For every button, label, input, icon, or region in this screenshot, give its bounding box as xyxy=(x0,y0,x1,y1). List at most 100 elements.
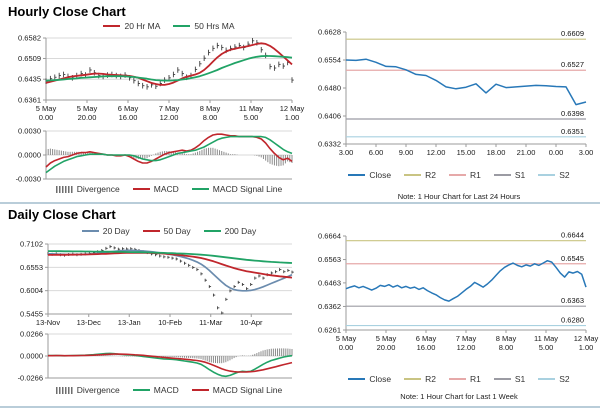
legend-label: MACD xyxy=(153,385,179,395)
y-tick-label: 0.7102 xyxy=(20,240,43,249)
200-day-line xyxy=(48,250,293,264)
close-line xyxy=(345,259,587,302)
legend-item: S1 xyxy=(493,170,526,180)
x-tick-label: 1.00 xyxy=(285,113,300,122)
x-tick-label: 12.00 xyxy=(160,113,179,122)
legend-label: Close xyxy=(369,374,392,384)
y-tick-label: 0.0000 xyxy=(18,151,41,160)
x-tick-label: 8.00 xyxy=(499,343,514,352)
legend-item: MACD Signal Line xyxy=(191,184,282,194)
daily-pivot-legend: Close R2 R1 S1 S2 xyxy=(330,374,588,384)
daily-macd-chart: 0.0266 0.0000 -0.0266 xyxy=(18,330,293,383)
legend-item: MACD xyxy=(132,385,179,395)
50-day-line xyxy=(48,251,293,279)
legend-label: MACD xyxy=(153,184,179,194)
x-tick-label: 10-Feb xyxy=(158,318,182,327)
20-day-legend-marker xyxy=(81,230,99,232)
y-tick-label: 0.6004 xyxy=(20,286,43,295)
x-tick-label: 7 May xyxy=(456,334,477,343)
legend-label: 200 Day xyxy=(224,226,257,236)
daily-pivot-note: Note: 1 Hour Chart for Last 1 Week xyxy=(400,392,518,401)
macd-signal-line-legend-marker xyxy=(191,188,209,190)
x-tick-label: 11-Mar xyxy=(199,318,223,327)
r2-legend-marker xyxy=(404,174,422,176)
50-hrs-ma-line xyxy=(45,55,293,82)
pivot-label-s2: 0.6280 xyxy=(561,316,584,325)
20-hr-ma-legend-marker xyxy=(103,25,121,27)
legend-label: MACD Signal Line xyxy=(212,385,283,395)
legend-label: R2 xyxy=(425,374,436,384)
x-tick-label: 21.00 xyxy=(517,148,536,157)
y-tick-label: 0.6628 xyxy=(318,28,341,37)
x-tick-label: 0.00 xyxy=(339,343,354,352)
x-tick-label: 18.00 xyxy=(487,148,506,157)
x-tick-label: 5.00 xyxy=(539,343,554,352)
s2-legend-marker xyxy=(538,378,556,380)
y-tick-label: 0.6563 xyxy=(318,255,341,264)
legend-item: Close xyxy=(348,170,391,180)
y-tick-label: 0.6463 xyxy=(318,278,341,287)
x-tick-label: 12.00 xyxy=(427,148,446,157)
r1-legend-marker xyxy=(448,378,466,380)
hourly-macd-chart: 0.0030 0.0000 -0.0030 xyxy=(16,127,293,184)
x-tick-label: 11 May xyxy=(534,334,558,343)
x-tick-label: 15.00 xyxy=(457,148,476,157)
legend-label: R1 xyxy=(469,170,481,180)
y-tick-label: 0.6361 xyxy=(18,96,41,105)
legend-label: R2 xyxy=(425,170,436,180)
x-tick-label: 5 May xyxy=(77,104,98,113)
macd-legend-marker xyxy=(132,188,150,190)
y-tick-label: 0.6332 xyxy=(318,140,341,149)
pivot-label-s1: 0.6363 xyxy=(561,296,584,305)
x-tick-label: 13-Jan xyxy=(118,318,141,327)
legend-label: S1 xyxy=(514,374,526,384)
legend-item: MACD Signal Line xyxy=(191,385,283,395)
y-tick-label: 0.6554 xyxy=(318,56,341,65)
legend-label: 20 Day xyxy=(102,226,130,236)
daily-section-title: Daily Close Chart xyxy=(8,207,116,222)
divergence-legend-marker xyxy=(55,185,73,193)
bottom-divider xyxy=(0,406,600,408)
x-tick-label: 12 May xyxy=(574,334,599,343)
x-tick-label: 5 May xyxy=(336,334,357,343)
pivot-label-s1: 0.6398 xyxy=(561,109,584,118)
y-tick-label: 0.6362 xyxy=(318,302,341,311)
x-tick-label: 3.00 xyxy=(339,148,354,157)
50-hrs-ma-legend-marker xyxy=(173,25,191,27)
hourly-macd-legend: Divergence MACD MACD Signal Line xyxy=(40,184,298,194)
hourly-section-title: Hourly Close Chart xyxy=(8,4,126,19)
x-tick-label: 20.00 xyxy=(78,113,97,122)
close-legend-marker xyxy=(348,378,366,380)
x-tick-label: 6 May xyxy=(118,104,139,113)
legend-label: Divergence xyxy=(76,385,120,395)
pivot-label-r1: 0.6527 xyxy=(561,60,584,69)
x-tick-label: 1.00 xyxy=(579,343,594,352)
s2-legend-marker xyxy=(538,174,556,176)
y-tick-label: -0.0266 xyxy=(18,374,43,383)
legend-item: S1 xyxy=(493,374,526,384)
legend-item: Divergence xyxy=(55,385,120,395)
daily-price-legend: 20 Day 50 Day 200 Day xyxy=(40,226,298,236)
x-tick-label: 8 May xyxy=(496,334,517,343)
y-tick-label: 0.6406 xyxy=(318,112,341,121)
y-tick-label: 0.0030 xyxy=(18,127,41,136)
x-tick-label: 8.00 xyxy=(203,113,218,122)
x-tick-label: 12.00 xyxy=(457,343,476,352)
legend-label: Divergence xyxy=(76,184,120,194)
y-tick-label: 0.6553 xyxy=(20,263,43,272)
x-tick-label: 12 May xyxy=(280,104,305,113)
y-tick-label: -0.0030 xyxy=(16,175,41,184)
macd-signal-line-line xyxy=(48,353,293,373)
x-tick-label: 0.00 xyxy=(549,148,564,157)
x-tick-label: 5 May xyxy=(36,104,57,113)
macd-legend-marker xyxy=(132,389,150,391)
legend-label: S2 xyxy=(559,170,570,180)
legend-item: 20 Hr MA xyxy=(103,21,160,31)
macd-signal-line-legend-marker xyxy=(191,389,209,391)
20-day-line xyxy=(48,249,293,292)
y-tick-label: 0.6435 xyxy=(18,75,41,84)
legend-label: S1 xyxy=(514,170,526,180)
x-tick-label: 10-Apr xyxy=(240,318,263,327)
